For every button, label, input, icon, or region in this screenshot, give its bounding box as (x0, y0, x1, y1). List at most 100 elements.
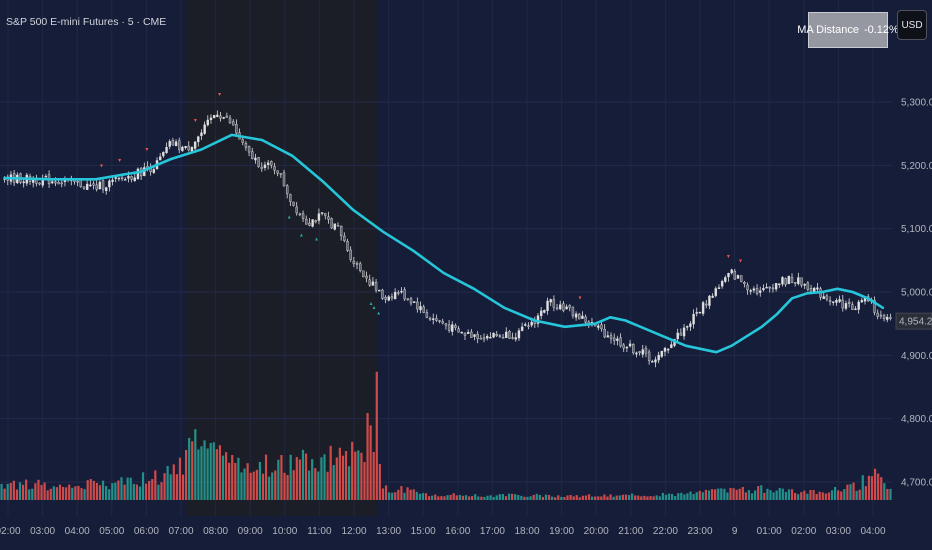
volume-bar (609, 494, 612, 500)
candle-body (743, 282, 746, 284)
candle-body (498, 335, 502, 337)
candle-body (254, 157, 257, 161)
volume-bar (440, 496, 443, 500)
volume-bar (695, 492, 698, 500)
volume-bar (274, 470, 277, 500)
volume-bar (234, 462, 237, 500)
candle-body (562, 303, 565, 311)
candle-body (317, 213, 321, 221)
candle-body (108, 180, 111, 188)
candle-body (355, 262, 359, 265)
candle-body (152, 169, 156, 173)
volume-bar (492, 496, 495, 500)
candle-body (295, 206, 298, 214)
candle-body (292, 201, 295, 206)
volume-bar (3, 488, 6, 500)
volume-bar (523, 496, 526, 500)
candle-body (76, 181, 79, 183)
volume-bar (640, 496, 643, 500)
time-axis-label: 01:00 (757, 526, 782, 537)
session-highlight (186, 0, 378, 516)
volume-bar (778, 487, 781, 500)
volume-bar (268, 476, 271, 500)
candle-body (844, 303, 848, 309)
candle-body (352, 260, 356, 264)
candle-body (695, 312, 698, 314)
candle-body (759, 290, 762, 293)
candle-body (886, 316, 889, 320)
volume-bar (784, 491, 787, 500)
candle-body (397, 292, 400, 294)
volume-bar (597, 496, 600, 500)
candle-body (444, 323, 448, 326)
time-axis-label: 22:00 (653, 526, 678, 537)
candle-body (555, 307, 559, 310)
volume-bar (320, 457, 323, 500)
volume-bar (664, 494, 668, 500)
candle-body (330, 218, 333, 229)
volume-bar (750, 493, 754, 500)
candle-body (171, 140, 175, 146)
candle-body (676, 332, 679, 340)
volume-bar (40, 484, 43, 500)
volume-bar (812, 489, 815, 500)
candle-body (549, 299, 552, 303)
candle-body (130, 176, 133, 180)
candle-body (384, 297, 387, 300)
time-axis-label: 10:00 (272, 526, 297, 537)
candle-body (228, 117, 232, 124)
candle-body (527, 325, 530, 327)
volume-bar (612, 496, 615, 500)
volume-bar (581, 495, 584, 500)
volume-bar (843, 489, 846, 500)
time-axis-label: 18:00 (514, 526, 539, 537)
volume-bar (821, 492, 824, 500)
volume-bar (409, 489, 412, 500)
volume-bar (803, 490, 806, 500)
grid-lines (0, 0, 892, 516)
candle-body (197, 136, 200, 143)
volume-bar (886, 488, 889, 500)
candle-body (190, 146, 194, 152)
candle-body (282, 172, 286, 187)
volume-bar (652, 496, 655, 500)
candle-body (632, 343, 635, 353)
volume-bar (172, 464, 175, 500)
volume-bar (366, 413, 369, 500)
candle-body (638, 351, 641, 353)
volume-bar (480, 496, 483, 500)
volume-bar (261, 473, 265, 500)
candle-body (479, 337, 483, 340)
candle-body (120, 177, 124, 180)
currency-button[interactable]: USD (897, 10, 927, 40)
signal-marker-up: ▴ (288, 213, 291, 220)
candle-body (463, 332, 467, 336)
candle-body (644, 347, 648, 354)
volume-bar (443, 496, 446, 500)
volume-bar (360, 452, 363, 500)
candle-body (670, 344, 673, 349)
candle-body (209, 117, 213, 121)
candle-body (98, 181, 102, 190)
time-axis-label: 9 (732, 526, 738, 537)
time-axis-label: 03:00 (30, 526, 55, 537)
volume-bar (735, 489, 738, 500)
volume-bar (6, 483, 9, 500)
candle-body (746, 284, 749, 291)
volume-bar (148, 480, 151, 500)
volume-bar (154, 470, 157, 500)
candle-body (879, 314, 883, 317)
candle-body (447, 324, 451, 331)
volume-bar (563, 497, 566, 500)
volume-bar (181, 474, 185, 500)
candle-body (501, 337, 505, 339)
volume-bar (560, 496, 563, 500)
volume-bar (357, 450, 360, 500)
candle-body (346, 241, 349, 251)
volume-bar (375, 371, 378, 500)
volume-bar (344, 450, 348, 500)
volume-bar (557, 495, 560, 500)
candle-body (663, 348, 667, 352)
